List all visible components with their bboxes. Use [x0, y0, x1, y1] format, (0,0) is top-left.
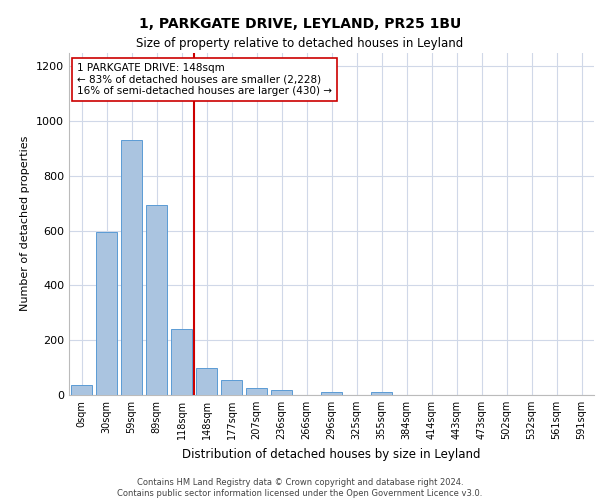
- Bar: [71, 386, 92, 395]
- Bar: [246, 388, 267, 395]
- Text: 1, PARKGATE DRIVE, LEYLAND, PR25 1BU: 1, PARKGATE DRIVE, LEYLAND, PR25 1BU: [139, 18, 461, 32]
- X-axis label: Distribution of detached houses by size in Leyland: Distribution of detached houses by size …: [182, 448, 481, 460]
- Text: Size of property relative to detached houses in Leyland: Size of property relative to detached ho…: [136, 38, 464, 51]
- Text: 1 PARKGATE DRIVE: 148sqm
← 83% of detached houses are smaller (2,228)
16% of sem: 1 PARKGATE DRIVE: 148sqm ← 83% of detach…: [77, 63, 332, 96]
- Bar: [271, 390, 292, 395]
- Y-axis label: Number of detached properties: Number of detached properties: [20, 136, 31, 312]
- Text: Contains HM Land Registry data © Crown copyright and database right 2024.
Contai: Contains HM Land Registry data © Crown c…: [118, 478, 482, 498]
- Bar: [221, 380, 242, 395]
- Bar: [321, 392, 342, 395]
- Bar: [171, 329, 192, 395]
- Bar: [146, 204, 167, 395]
- Bar: [121, 140, 142, 395]
- Bar: [196, 368, 217, 395]
- Bar: [371, 392, 392, 395]
- Bar: [96, 232, 117, 395]
